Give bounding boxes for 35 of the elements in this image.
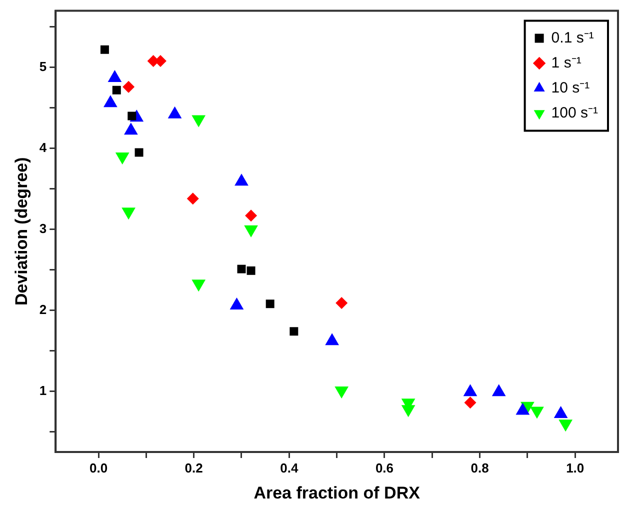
point bbox=[100, 45, 109, 54]
point bbox=[530, 406, 544, 419]
y-tick-label: 5 bbox=[39, 59, 47, 74]
legend-label: 1 s⁻¹ bbox=[551, 54, 582, 72]
point bbox=[336, 297, 348, 310]
point bbox=[186, 192, 199, 205]
point bbox=[245, 210, 258, 222]
y-tick-label: 2 bbox=[39, 302, 47, 317]
y-axis-title: Deviation (degree) bbox=[12, 157, 31, 306]
point bbox=[558, 420, 573, 432]
y-tick-label: 3 bbox=[39, 220, 47, 236]
x-tick-label: 0.0 bbox=[89, 460, 108, 476]
y-tick-label: 4 bbox=[39, 140, 48, 155]
point bbox=[112, 86, 121, 94]
point bbox=[134, 148, 144, 157]
legend-label: 0.1 s⁻¹ bbox=[551, 29, 594, 46]
point bbox=[122, 80, 135, 93]
point bbox=[192, 280, 206, 292]
x-tick-label: 0.8 bbox=[470, 460, 489, 476]
point bbox=[464, 396, 476, 409]
point bbox=[290, 327, 298, 336]
legend-label: 10 s⁻¹ bbox=[551, 79, 590, 96]
point bbox=[244, 225, 258, 238]
point bbox=[246, 266, 256, 275]
point bbox=[334, 386, 349, 398]
y-tick-label: 1 bbox=[39, 382, 47, 398]
x-axis-title: Area fraction of DRX bbox=[254, 483, 421, 502]
x-tick-label: 0.6 bbox=[375, 460, 394, 476]
legend-label: 100 s⁻¹ bbox=[551, 104, 598, 122]
point bbox=[266, 300, 274, 308]
point bbox=[237, 264, 246, 274]
x-tick-label: 0.4 bbox=[280, 460, 299, 476]
x-tick-label: 0.2 bbox=[184, 460, 203, 476]
x-tick-label: 1.0 bbox=[566, 460, 584, 476]
point bbox=[401, 405, 416, 418]
